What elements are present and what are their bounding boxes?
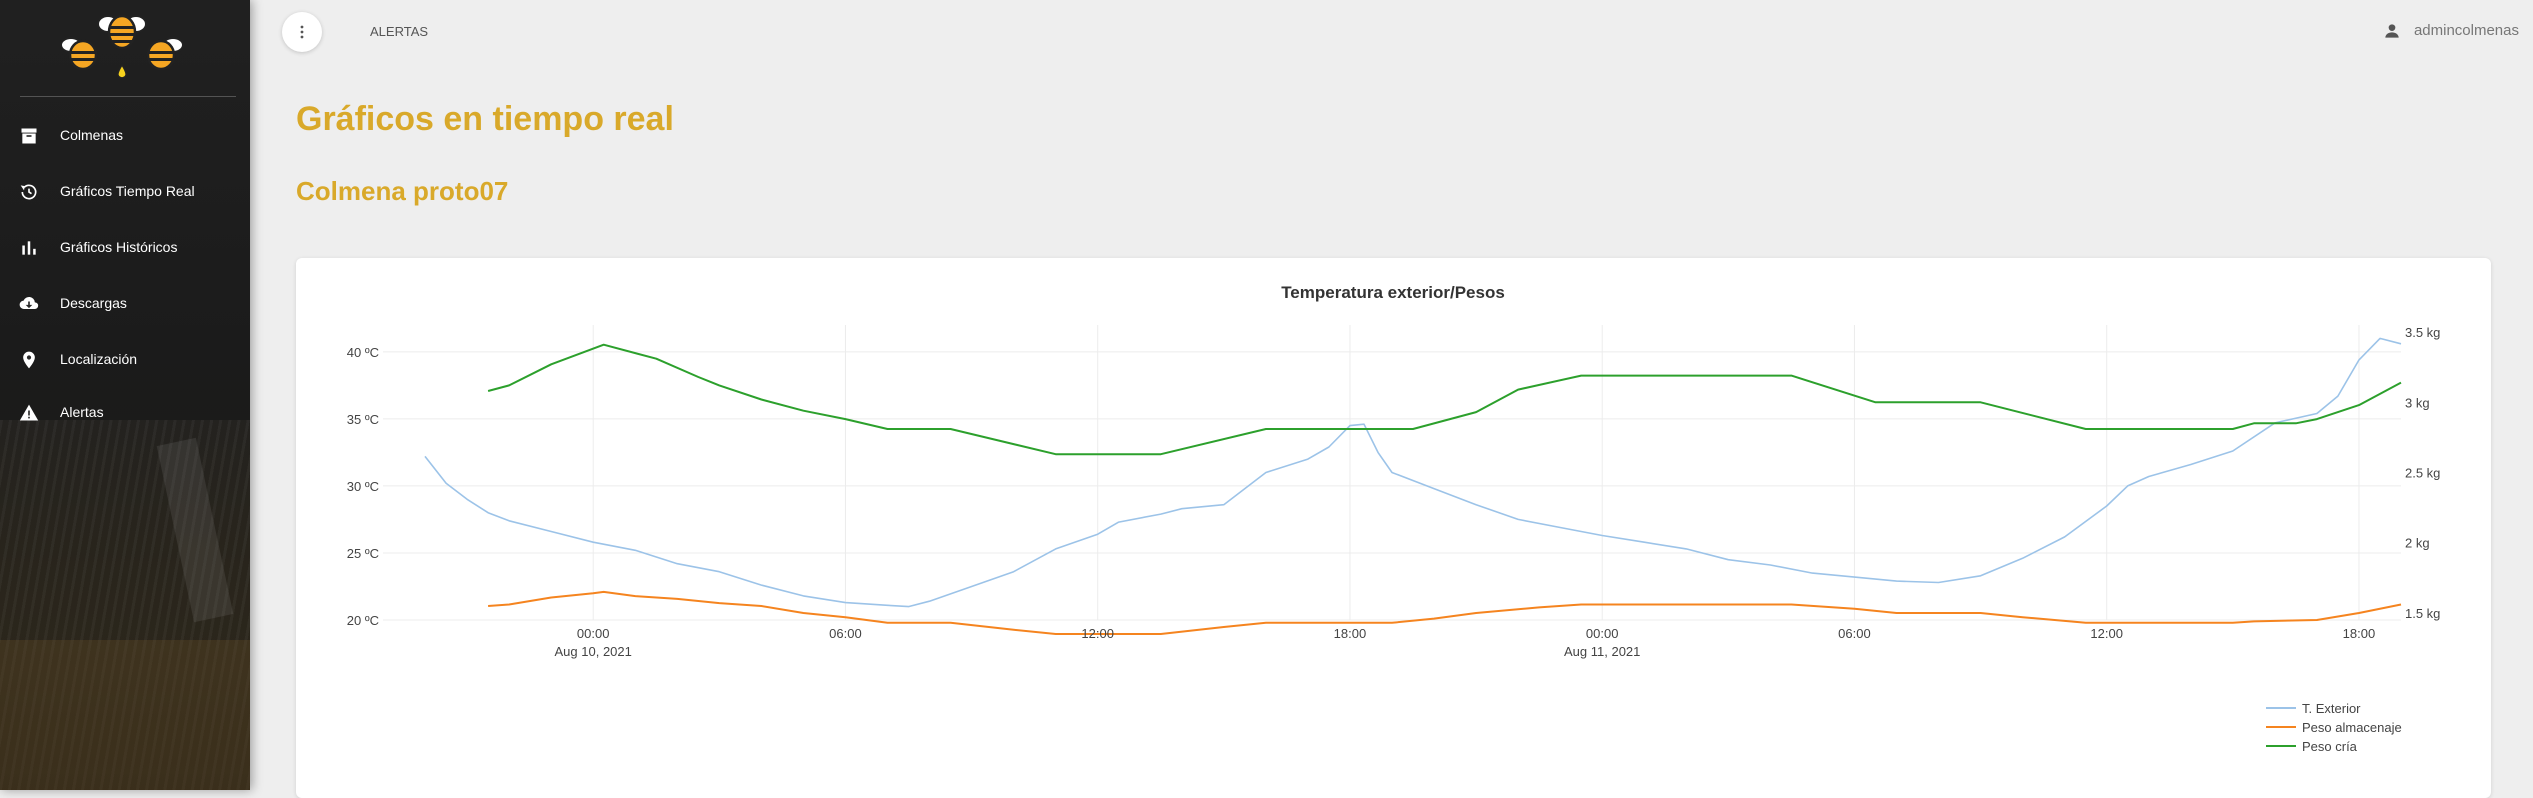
- y-left-tick-label: 20 ºC: [347, 613, 379, 628]
- chart: 00:00 Aug 10, 2021 06:00 12:00 18:00 00:00 Aug…: [347, 283, 2441, 754]
- y-right-tick-label: 1.5 kg: [2405, 606, 2440, 621]
- sidebar-item-descargas[interactable]: Descargas: [0, 283, 250, 323]
- sidebar-background-texture: [0, 420, 250, 790]
- chart-card: 00:00 Aug 10, 2021 06:00 12:00 18:00 00:00 Aug…: [296, 258, 2491, 798]
- y-left-tick-label: 25 ºC: [347, 546, 379, 561]
- x-tick-label: 18:00: [2343, 626, 2376, 641]
- sidebar-item-label: Gráficos Tiempo Real: [60, 183, 195, 199]
- user-menu[interactable]: admincolmenas: [2384, 22, 2519, 39]
- y-right-tick-label: 3 kg: [2405, 395, 2430, 410]
- y-left-tick-label: 40 ºC: [347, 345, 379, 360]
- x-tick-label: 18:00: [1334, 626, 1367, 641]
- sidebar-item-label: Alertas: [60, 404, 104, 420]
- sidebar: Colmenas Gráficos Tiempo Real Gráficos H…: [0, 0, 250, 790]
- x-tick-sublabel: Aug 10, 2021: [555, 644, 632, 659]
- sidebar-item-localizacion[interactable]: Localización: [0, 339, 250, 379]
- menu-button[interactable]: [282, 12, 322, 52]
- sidebar-item-label: Colmenas: [60, 127, 124, 143]
- y-right-tick-label: 2 kg: [2405, 536, 2430, 551]
- history-icon: [18, 181, 40, 203]
- series-line-peso-cr-a: [487, 343, 2402, 456]
- location-pin-icon: [18, 349, 40, 371]
- archive-icon: [18, 125, 40, 147]
- legend-label: T. Exterior: [2302, 701, 2361, 716]
- x-tick-label: 00:00: [577, 626, 610, 641]
- sidebar-item-label: Descargas: [60, 295, 127, 311]
- y-left-tick-label: 35 ºC: [347, 412, 379, 427]
- username: admincolmenas: [2413, 22, 2519, 39]
- sidebar-item-graficos-historicos[interactable]: Gráficos Históricos: [0, 227, 250, 267]
- person-icon: [2385, 23, 2399, 38]
- x-tick-label: 00:00: [1586, 626, 1619, 641]
- breadcrumb: ALERTAS: [370, 24, 429, 39]
- x-tick-sublabel: Aug 11, 2021: [1564, 644, 1640, 659]
- logo-divider: [20, 96, 236, 97]
- x-tick-label: 06:00: [1838, 626, 1871, 641]
- warning-icon: [18, 402, 40, 424]
- legend-label: Peso cría: [2302, 739, 2358, 754]
- x-tick-label: 06:00: [829, 626, 862, 641]
- axis-layer: 00:00 Aug 10, 2021 06:00 12:00 18:00 00:00 Aug…: [347, 325, 2441, 659]
- sidebar-item-colmenas[interactable]: Colmenas: [0, 115, 250, 155]
- sidebar-background-decoration: [0, 640, 250, 790]
- y-right-tick-label: 2.5 kg: [2405, 466, 2440, 481]
- bees-logo: [60, 14, 184, 79]
- series-line-t-exterior: [424, 337, 2402, 608]
- chart-title: Temperatura exterior/Pesos: [1281, 283, 1505, 302]
- grid-layer: [383, 325, 2401, 621]
- y-right-tick-label: 3.5 kg: [2405, 325, 2440, 340]
- sidebar-item-graficos-tiempo-real[interactable]: Gráficos Tiempo Real: [0, 171, 250, 211]
- x-tick-label: 12:00: [1081, 626, 1114, 641]
- x-tick-label: 12:00: [2090, 626, 2123, 641]
- legend-label: Peso almacenaje: [2302, 720, 2402, 735]
- series-line-peso-almacenaje: [488, 590, 2402, 635]
- sidebar-item-label: Localización: [60, 351, 138, 367]
- more-vert-icon: [300, 25, 304, 39]
- series-layer: [424, 337, 2402, 635]
- sidebar-item-alertas[interactable]: Alertas: [0, 392, 250, 432]
- page-title: Gráficos en tiempo real: [296, 100, 674, 138]
- sidebar-item-label: Gráficos Históricos: [60, 239, 178, 255]
- chart-legend: T. Exterior Peso almacenaje Peso cría: [2266, 701, 2402, 754]
- cloud-download-icon: [18, 293, 40, 315]
- bar-chart-icon: [18, 237, 40, 259]
- y-left-tick-label: 30 ºC: [347, 479, 379, 494]
- hive-subtitle: Colmena proto07: [296, 176, 509, 206]
